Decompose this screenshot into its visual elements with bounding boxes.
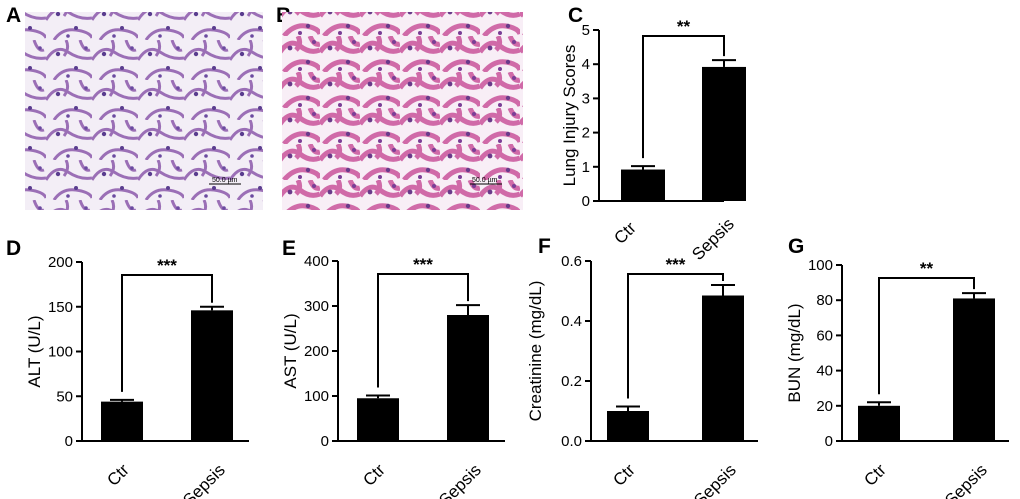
y-axis-label-c: Lung Injury Scores <box>560 45 579 187</box>
significance-bracket-e <box>377 273 469 388</box>
y-axis-label-g: BUN (mg/dL) <box>785 303 804 402</box>
significance-bracket-g <box>878 277 975 395</box>
x-tick-label-c-ctr: Ctr <box>610 218 640 248</box>
y-tick-label-g: 80 <box>816 292 833 309</box>
chart-g: G 0 20 40 60 80 100 BUN (mg/dL) Ctr Sepsis ** <box>785 235 1009 499</box>
scale-bar-label-a: 50.0 µm <box>212 177 238 184</box>
scale-bar-label-b: 50.0 µm <box>472 177 498 184</box>
y-tick-label-e: 100 <box>304 388 329 405</box>
bar-d-sepsis <box>191 310 233 441</box>
significance-label-g: ** <box>920 259 934 278</box>
y-tick-label-d: 50 <box>56 388 73 405</box>
x-tick-label-e-ctr: Ctr <box>359 460 389 490</box>
panel-letter-e: E <box>282 237 296 260</box>
panel-letter-g: G <box>788 235 804 258</box>
bar-c-sepsis <box>702 66 746 201</box>
y-axis-label-d: ALT (U/L) <box>25 315 44 387</box>
significance-label-e: *** <box>413 255 433 274</box>
y-tick-label-g: 20 <box>816 398 833 415</box>
x-tick-label-f-sepsis: Sepsis <box>690 460 740 499</box>
significance-bracket-c <box>642 35 725 159</box>
bar-g-ctr <box>858 405 900 441</box>
bar-g-sepsis <box>953 298 995 441</box>
y-tick-label-c: 4 <box>582 56 590 73</box>
y-tick-label-g: 40 <box>816 363 833 380</box>
chart-e: E 0 100 200 300 400 AST (U/L) Ctr Sepsis *** <box>281 237 505 499</box>
panel-letter-f: F <box>538 235 551 258</box>
y-tick-label-f: 0.2 <box>561 373 582 390</box>
x-tick-label-g-ctr: Ctr <box>860 460 890 490</box>
y-tick-label-e: 0 <box>321 433 329 450</box>
chart-d: D 0 50 100 150 200 ALT (U/L) Ctr Sepsis *** <box>6 237 249 499</box>
x-tick-label-f-ctr: Ctr <box>609 460 639 490</box>
significance-label-c: ** <box>677 17 691 36</box>
bar-c-ctr <box>621 169 665 201</box>
y-tick-label-d: 150 <box>48 299 73 316</box>
significance-label-d: *** <box>157 256 177 275</box>
bar-f-sepsis <box>702 295 744 441</box>
y-tick-label-c: 0 <box>582 193 590 210</box>
histology-panel-b: B 50.0 µm <box>276 4 523 210</box>
y-tick-label-e: 400 <box>304 253 329 270</box>
panel-letter-a: A <box>6 4 21 27</box>
y-tick-label-e: 300 <box>304 298 329 315</box>
bar-e-ctr <box>357 398 399 441</box>
y-tick-label-d: 200 <box>48 254 73 271</box>
histology-image-b <box>282 12 523 210</box>
y-tick-label-f: 0.4 <box>561 313 582 330</box>
y-tick-label-g: 100 <box>808 257 833 274</box>
significance-bracket-f <box>627 273 724 399</box>
y-tick-label-d: 0 <box>65 433 73 450</box>
panel-letter-c: C <box>568 4 583 27</box>
y-axis-label-f: Creatinine (mg/dL) <box>526 281 545 422</box>
y-tick-label-e: 200 <box>304 343 329 360</box>
significance-bracket-d <box>121 274 213 392</box>
x-tick-label-e-sepsis: Sepsis <box>435 460 485 499</box>
panel-letter-d: D <box>6 237 21 260</box>
chart-f: F 0.0 0.2 0.4 0.6 Creatinine (mg/dL) Ctr Sepsis… <box>526 235 758 499</box>
histology-image-a <box>25 12 263 210</box>
y-tick-label-d: 100 <box>48 344 73 361</box>
y-tick-label-c: 1 <box>582 159 590 176</box>
y-tick-label-f: 0.0 <box>561 433 582 450</box>
x-tick-label-d-ctr: Ctr <box>103 460 133 490</box>
y-tick-label-c: 3 <box>582 90 590 107</box>
bar-d-ctr <box>101 401 143 441</box>
x-tick-label-c-sepsis: Sepsis <box>688 214 738 264</box>
histology-panel-a: A 50.0 µm <box>6 4 263 210</box>
bar-f-ctr <box>607 411 649 441</box>
y-tick-label-f: 0.6 <box>561 253 582 270</box>
y-tick-label-g: 0 <box>825 433 833 450</box>
bar-e-sepsis <box>447 315 489 441</box>
y-tick-label-c: 2 <box>582 125 590 142</box>
x-tick-label-g-sepsis: Sepsis <box>941 460 991 499</box>
significance-label-f: *** <box>666 255 686 274</box>
x-tick-label-d-sepsis: Sepsis <box>179 460 229 499</box>
y-axis-label-e: AST (U/L) <box>281 313 300 388</box>
y-tick-label-g: 60 <box>816 327 833 344</box>
y-tick-label-c: 5 <box>582 22 590 39</box>
